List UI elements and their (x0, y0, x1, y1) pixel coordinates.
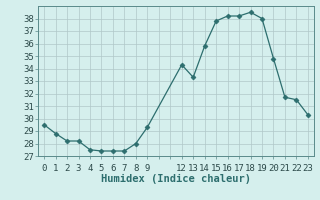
X-axis label: Humidex (Indice chaleur): Humidex (Indice chaleur) (101, 174, 251, 184)
